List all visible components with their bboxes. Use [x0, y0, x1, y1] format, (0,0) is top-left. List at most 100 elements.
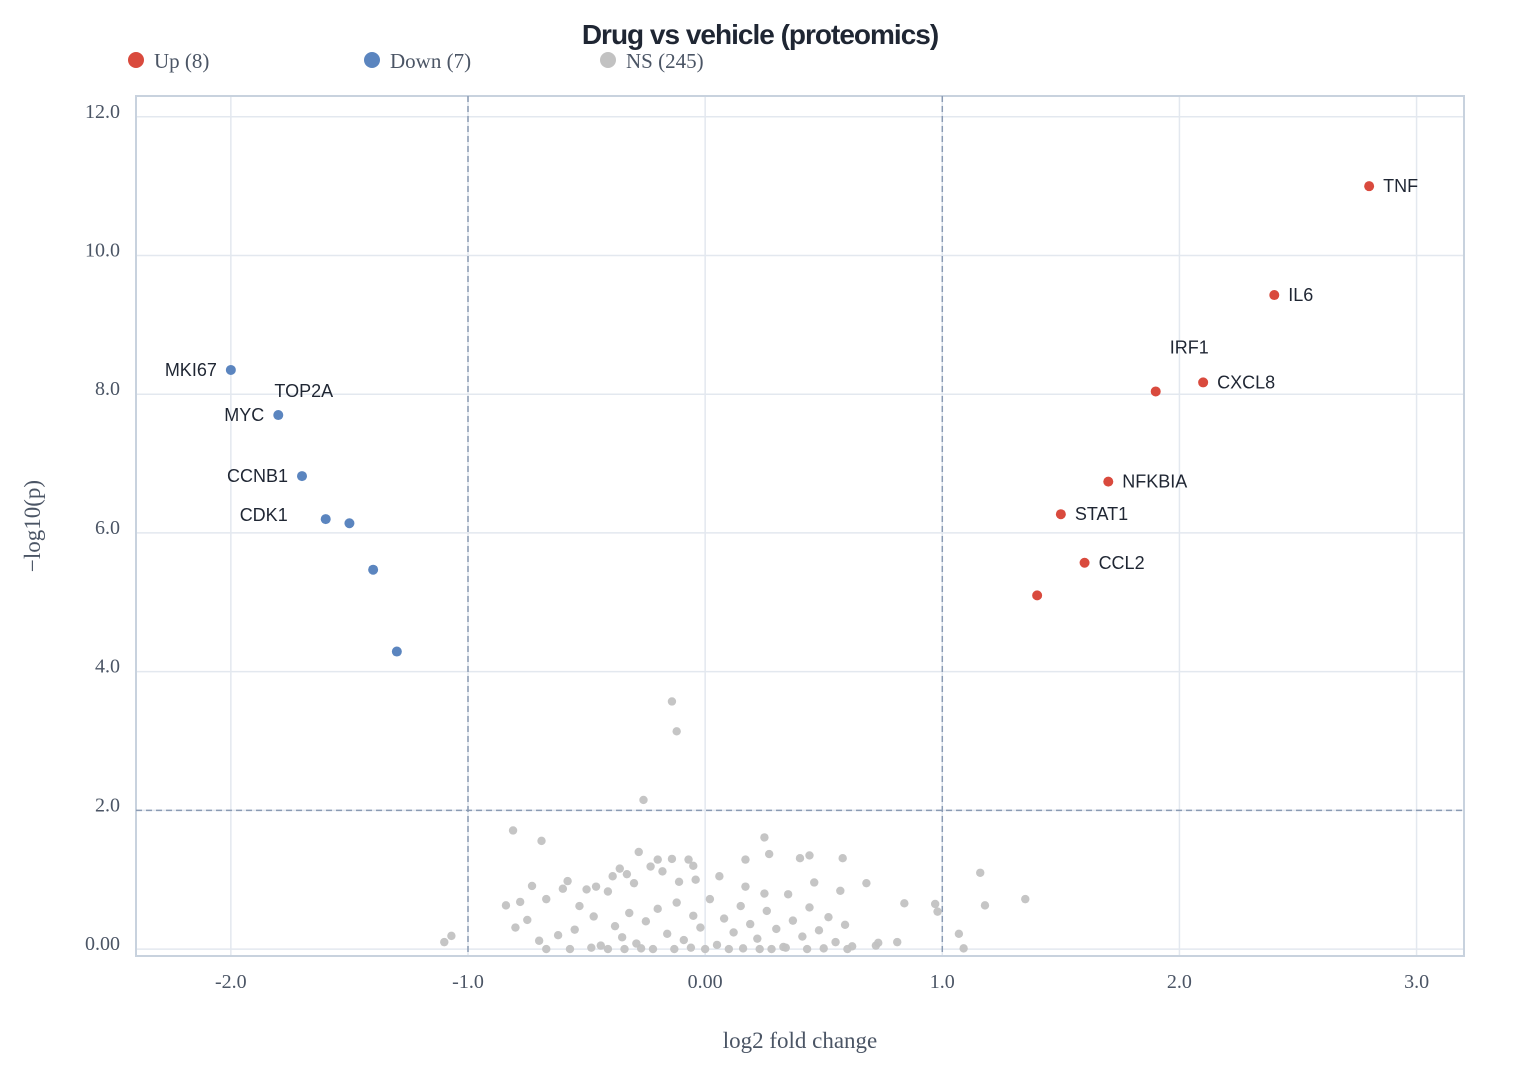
ns-point — [802, 944, 812, 954]
point-label: STAT1 — [1075, 504, 1128, 524]
down-point — [297, 471, 307, 482]
y-tick-label: 4.0 — [95, 656, 120, 678]
ns-point — [648, 944, 658, 954]
legend-label: NS (245) — [626, 49, 704, 73]
ns-point — [591, 882, 601, 891]
ns-point — [636, 944, 646, 953]
chart-title: Drug vs vehicle (proteomics) — [582, 19, 938, 50]
ns-point — [634, 847, 643, 857]
legend: Up (8) Down (7) NS (245) — [128, 49, 704, 73]
ns-point — [570, 925, 579, 934]
point-label: CCL2 — [1099, 553, 1145, 573]
ns-point — [795, 854, 805, 863]
grid — [136, 96, 1464, 956]
ns-point — [719, 914, 729, 923]
ns-point — [639, 795, 648, 805]
legend-item-down: Down (7) — [364, 49, 471, 73]
ns-point — [814, 926, 824, 935]
ns-point — [819, 944, 828, 953]
point-label: CDK1 — [240, 505, 288, 525]
ns-point — [824, 912, 833, 922]
down-point — [391, 646, 402, 657]
ns-point — [508, 826, 518, 835]
ns-point — [663, 929, 672, 939]
ns-point — [764, 849, 774, 859]
up-point — [1150, 386, 1161, 397]
ns-point — [760, 889, 769, 898]
ns-point — [712, 940, 722, 950]
threshold-lines — [136, 96, 1464, 956]
ns-point — [715, 872, 724, 881]
ns-point — [705, 894, 715, 904]
ns-point — [563, 876, 572, 886]
ns-point — [781, 943, 790, 952]
ns-point — [700, 944, 710, 954]
down-point — [225, 364, 236, 375]
up-point — [1364, 181, 1375, 192]
ns-point — [767, 944, 776, 954]
ns-point — [440, 937, 449, 947]
ns-point — [670, 944, 679, 954]
ns-point — [805, 851, 814, 860]
point-label: MYC — [224, 405, 264, 425]
ns-point — [696, 923, 705, 932]
ns-point — [523, 915, 532, 925]
y-tick-label: 6.0 — [95, 517, 120, 539]
ns-point — [798, 932, 807, 941]
down-point — [368, 564, 379, 575]
y-tick-label: 0.00 — [85, 933, 120, 955]
ns-point — [900, 899, 909, 908]
ns-point — [783, 890, 793, 899]
up-point — [1079, 557, 1090, 568]
ns-point — [686, 943, 696, 952]
ns-point — [603, 944, 613, 954]
ns-point — [738, 944, 748, 953]
ns-point — [617, 933, 627, 942]
ns-point — [653, 904, 662, 914]
ns-point — [874, 938, 883, 948]
x-tick-label: -1.0 — [452, 971, 484, 993]
legend-label: Down (7) — [390, 49, 471, 73]
ns-point — [667, 697, 677, 706]
ns-point — [608, 872, 617, 881]
point-label: MKI67 — [165, 360, 217, 380]
up-point — [1032, 590, 1043, 601]
legend-label: Up (8) — [154, 49, 209, 73]
ns-point — [553, 930, 563, 940]
up-point — [1269, 290, 1280, 301]
ns-point — [788, 916, 798, 925]
ns-point — [511, 923, 520, 932]
ns-point — [760, 833, 769, 842]
ns-point — [674, 877, 684, 886]
ns-point — [447, 931, 456, 941]
ns-point — [603, 887, 613, 896]
ns-point — [838, 854, 847, 863]
ns-point — [641, 917, 651, 926]
ns-point — [772, 924, 781, 934]
ns-point — [565, 944, 575, 954]
ns-point — [840, 920, 850, 929]
point-label: TNF — [1383, 176, 1418, 196]
x-tick-label: 0.00 — [688, 971, 723, 993]
ns-point — [615, 864, 624, 873]
ns-point — [542, 894, 551, 904]
legend-swatch — [364, 52, 380, 68]
point-label: CCNB1 — [227, 466, 288, 486]
point-label: CXCL8 — [1217, 372, 1275, 392]
ns-point — [843, 944, 852, 954]
ns-point — [672, 898, 681, 907]
legend-swatch — [128, 52, 144, 68]
point-label: IL6 — [1288, 285, 1313, 305]
y-axis: 0.00 2.0 4.0 6.0 8.0 10.0 12.0 — [85, 101, 120, 955]
ns-point — [515, 897, 525, 907]
up-point — [1055, 509, 1066, 520]
down-point — [273, 410, 284, 421]
ns-point — [672, 727, 681, 736]
ns-point — [653, 855, 662, 864]
x-tick-label: 3.0 — [1404, 971, 1429, 993]
ns-point — [622, 869, 632, 879]
ns-point — [629, 878, 639, 888]
x-tick-label: -2.0 — [215, 971, 247, 993]
ns-point — [679, 935, 688, 945]
